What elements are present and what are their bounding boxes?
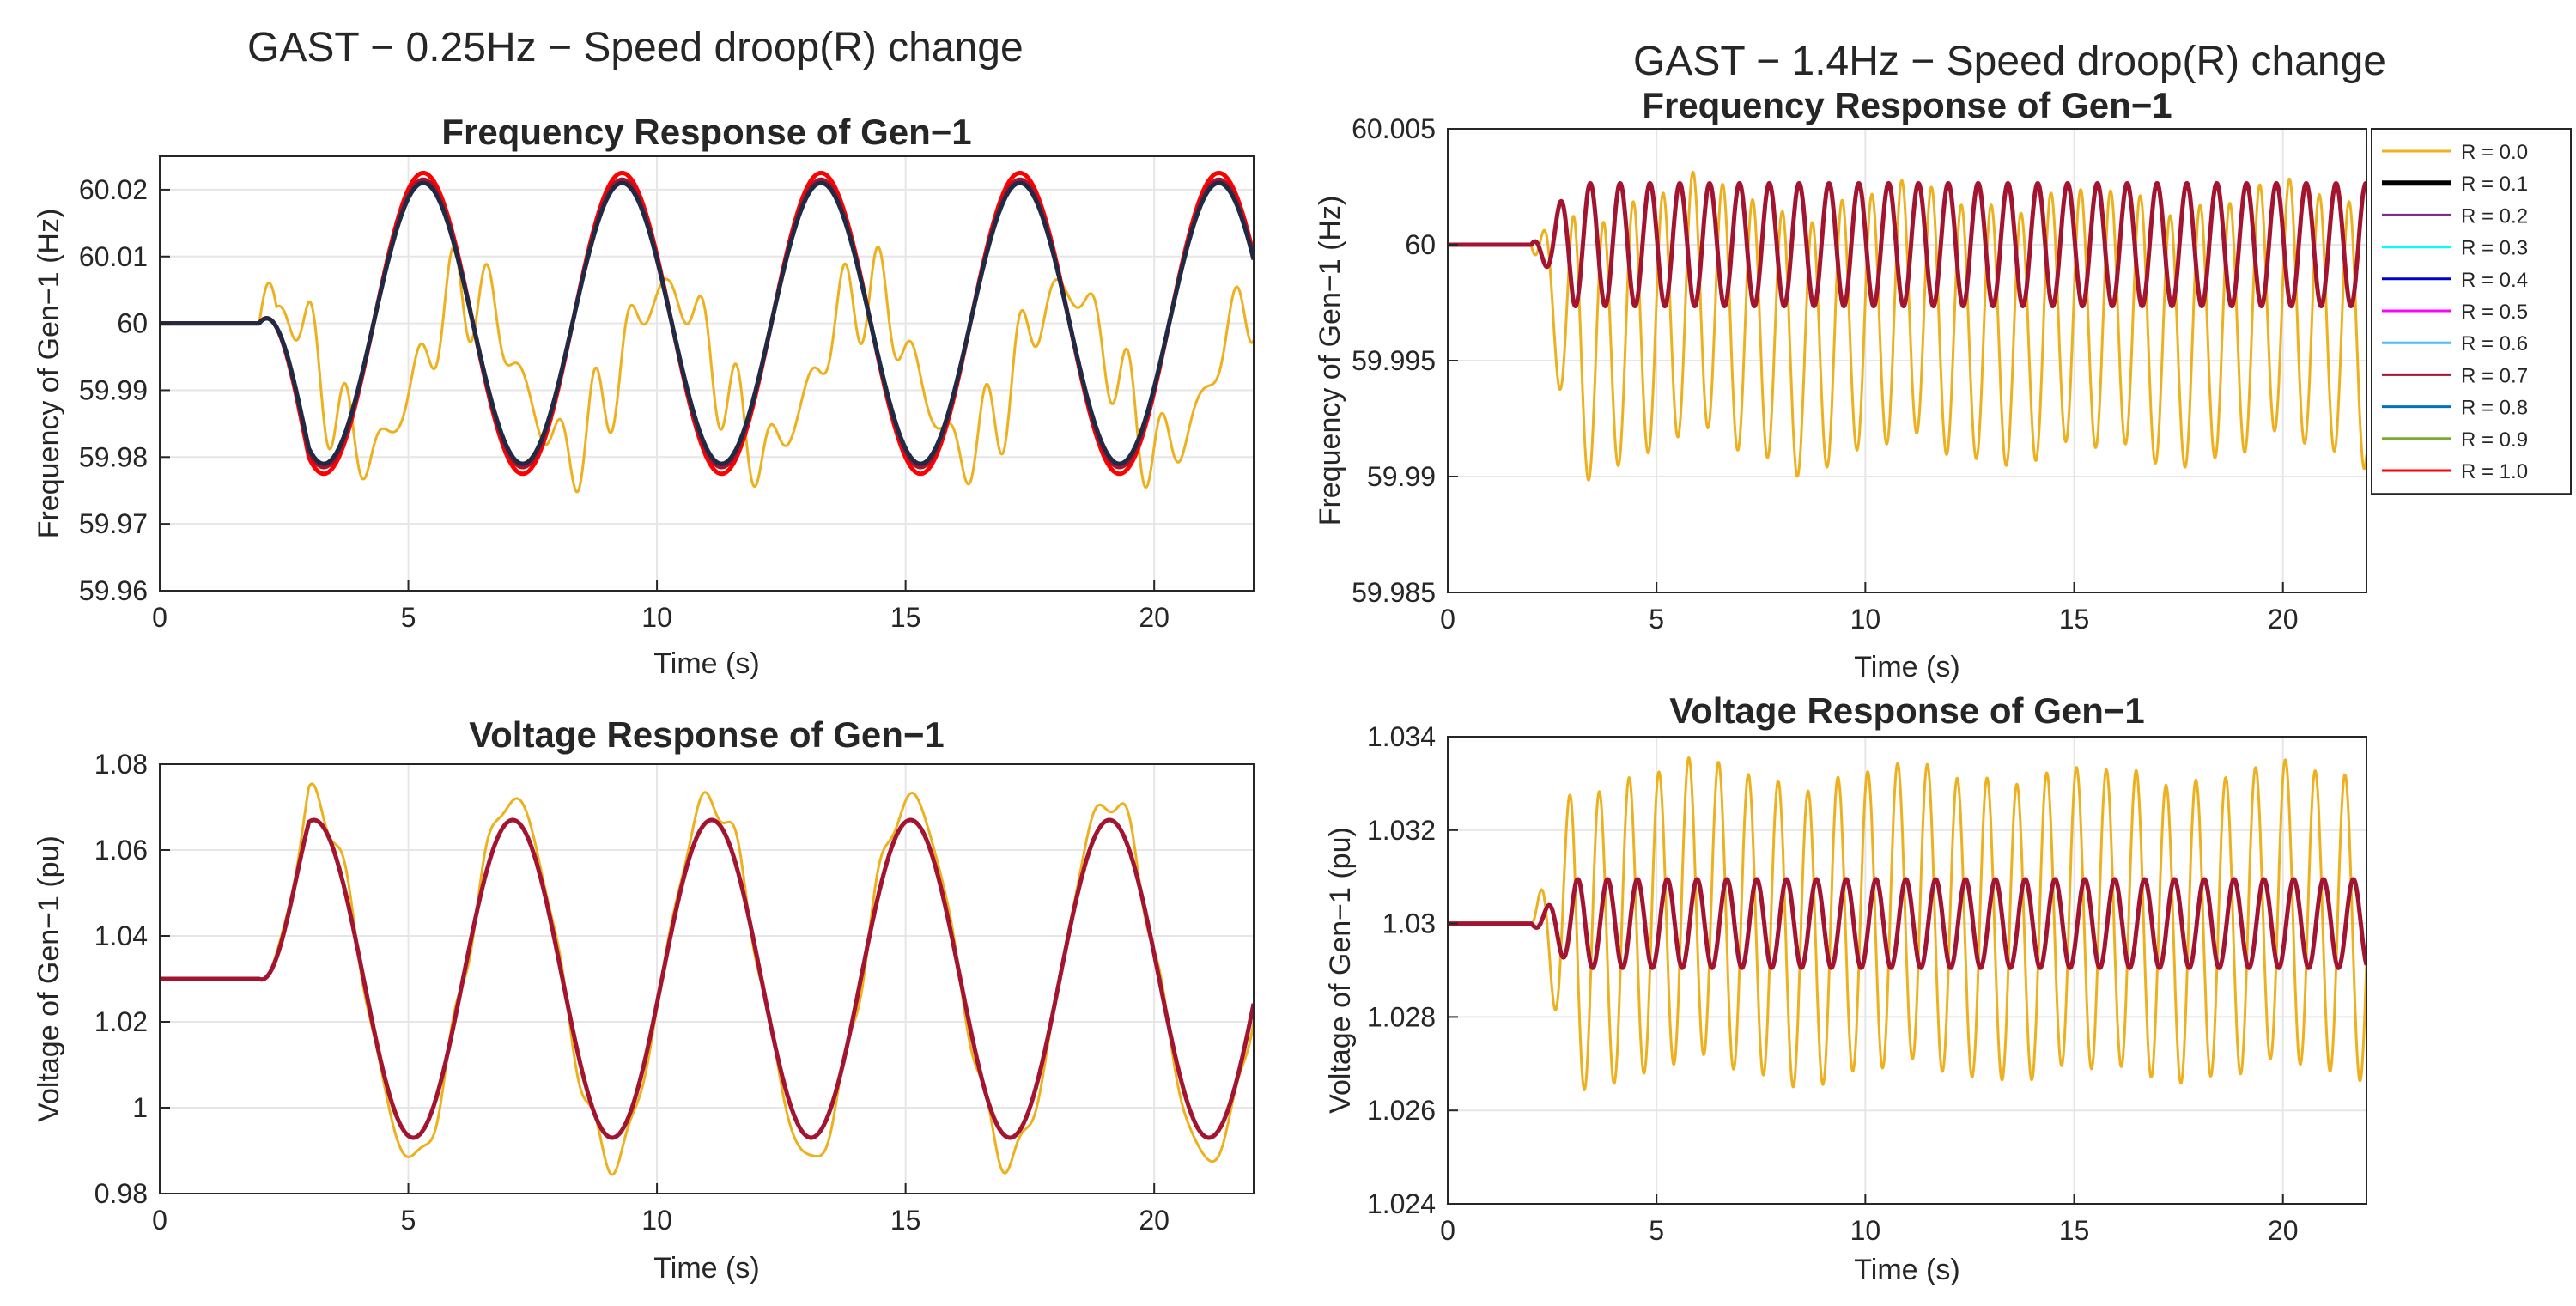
legend-label: R = 0.5 bbox=[2461, 301, 2528, 324]
legend-label: R = 1.0 bbox=[2461, 460, 2528, 483]
chart-volt-14: 0 5 10 15 20 1.024 1.026 1.028 1.03 1.032 1.034 Vol… bbox=[1324, 690, 2367, 1286]
series-line bbox=[1448, 180, 2366, 309]
y-tick-label: 60.005 bbox=[1352, 113, 1436, 144]
x-tick-label: 15 bbox=[2059, 604, 2090, 635]
figure-title-left: GAST − 0.25Hz − Speed droop(R) change bbox=[247, 25, 1024, 70]
legend: R = 0.0 R = 0.1 R = 0.2 R = 0.3 R = 0.4 R = 0… bbox=[2371, 128, 2572, 495]
legend-label: R = 0.6 bbox=[2461, 332, 2528, 355]
x-tick-label: 5 bbox=[401, 602, 416, 633]
legend-label: R = 0.3 bbox=[2461, 237, 2528, 260]
x-tick-label: 15 bbox=[890, 602, 921, 633]
axes-frame bbox=[159, 763, 1255, 1194]
legend-label: R = 0.0 bbox=[2461, 141, 2528, 164]
series-line bbox=[160, 817, 1254, 1140]
y-tick-label: 1.04 bbox=[94, 920, 148, 951]
legend-label: R = 0.8 bbox=[2461, 397, 2528, 420]
figure-title-right: GAST − 1.4Hz − Speed droop(R) change bbox=[1633, 39, 2386, 84]
y-tick-label: 59.96 bbox=[79, 575, 148, 606]
x-tick-label: 0 bbox=[152, 602, 167, 633]
series-line bbox=[1448, 877, 2366, 970]
chart-freq-14: 0 5 10 15 20 59.985 59.99 59.995 60 60.005 Frequen… bbox=[1314, 85, 2367, 683]
y-tick-label: 1.034 bbox=[1367, 721, 1436, 752]
x-axis-label: Time (s) bbox=[1854, 651, 1959, 683]
chart-title: Frequency Response of Gen−1 bbox=[441, 112, 971, 152]
legend-label: R = 0.2 bbox=[2461, 204, 2528, 228]
x-tick-label: 15 bbox=[890, 1205, 921, 1236]
y-tick-label: 59.985 bbox=[1352, 577, 1436, 608]
x-tick-label: 5 bbox=[1649, 1215, 1664, 1246]
x-tick-label: 5 bbox=[401, 1205, 416, 1236]
x-axis-label: Time (s) bbox=[653, 1252, 759, 1285]
legend-label: R = 0.9 bbox=[2461, 428, 2528, 452]
plot-area bbox=[160, 764, 1254, 1194]
y-tick-label: 1.02 bbox=[94, 1006, 148, 1037]
y-tick-label: 1.028 bbox=[1367, 1001, 1436, 1032]
y-tick-label: 1.08 bbox=[94, 749, 148, 780]
y-tick-label: 1.026 bbox=[1367, 1095, 1436, 1126]
y-tick-label: 1 bbox=[132, 1092, 148, 1123]
chart-title: Voltage Response of Gen−1 bbox=[1669, 690, 2145, 731]
y-tick-label: 1.024 bbox=[1367, 1188, 1436, 1219]
y-tick-label: 0.98 bbox=[94, 1178, 148, 1209]
x-tick-label: 20 bbox=[2268, 604, 2299, 635]
series-line bbox=[1448, 756, 2366, 1091]
y-tick-label: 60 bbox=[1405, 229, 1436, 260]
chart-title: Frequency Response of Gen−1 bbox=[1642, 85, 2172, 125]
series-group bbox=[160, 171, 1254, 494]
series-group bbox=[160, 782, 1254, 1176]
x-axis-label: Time (s) bbox=[1854, 1254, 1959, 1286]
x-tick-label: 5 bbox=[1649, 604, 1664, 635]
y-axis-label: Frequency of Gen−1 (Hz) bbox=[33, 209, 65, 539]
x-tick-label: 0 bbox=[1440, 1215, 1455, 1246]
y-tick-label: 1.032 bbox=[1367, 815, 1436, 846]
plot-area bbox=[160, 156, 1254, 591]
series-line bbox=[1448, 170, 2366, 482]
y-tick-label: 1.06 bbox=[94, 835, 148, 866]
series-group bbox=[1448, 170, 2366, 482]
y-tick-label: 60 bbox=[117, 308, 148, 339]
y-tick-label: 59.995 bbox=[1352, 345, 1436, 376]
chart-title: Voltage Response of Gen−1 bbox=[469, 714, 945, 755]
legend-label: R = 0.4 bbox=[2461, 269, 2528, 292]
series-line bbox=[160, 245, 1254, 494]
legend-label: R = 0.1 bbox=[2461, 173, 2528, 196]
y-tick-label: 59.99 bbox=[79, 374, 148, 405]
x-tick-label: 10 bbox=[641, 602, 672, 633]
x-tick-label: 10 bbox=[641, 1205, 672, 1236]
y-axis-label: Voltage of Gen−1 (pu) bbox=[1324, 827, 1357, 1114]
chart-volt-025: 0 5 10 15 20 0.98 1 1.02 1.04 1.06 1.08 Voltage Res… bbox=[33, 714, 1255, 1285]
y-axis-label: Voltage of Gen−1 (pu) bbox=[33, 835, 65, 1122]
y-tick-label: 59.97 bbox=[79, 508, 148, 539]
axes-frame bbox=[1447, 736, 2367, 1205]
y-tick-label: 60.01 bbox=[79, 241, 148, 272]
series-line bbox=[160, 180, 1254, 466]
x-tick-label: 0 bbox=[152, 1205, 167, 1236]
chart-freq-025: 0 5 10 15 20 59.96 59.97 59.98 59.99 60 60.01 60.02… bbox=[33, 112, 1255, 680]
x-tick-label: 20 bbox=[1139, 602, 1170, 633]
series-group bbox=[1448, 756, 2366, 1091]
x-tick-label: 10 bbox=[1850, 604, 1881, 635]
y-tick-label: 1.03 bbox=[1382, 908, 1436, 939]
x-tick-label: 10 bbox=[1850, 1215, 1881, 1246]
y-axis-label: Frequency of Gen−1 (Hz) bbox=[1314, 196, 1346, 526]
axes-frame bbox=[159, 155, 1255, 592]
y-tick-label: 59.99 bbox=[1367, 461, 1436, 492]
x-axis-label: Time (s) bbox=[653, 647, 759, 680]
x-tick-label: 0 bbox=[1440, 604, 1455, 635]
y-tick-label: 59.98 bbox=[79, 441, 148, 472]
x-tick-label: 20 bbox=[1139, 1205, 1170, 1236]
x-tick-label: 15 bbox=[2059, 1215, 2090, 1246]
y-tick-label: 60.02 bbox=[79, 174, 148, 205]
legend-label: R = 0.7 bbox=[2461, 364, 2528, 387]
x-tick-label: 20 bbox=[2268, 1215, 2299, 1246]
